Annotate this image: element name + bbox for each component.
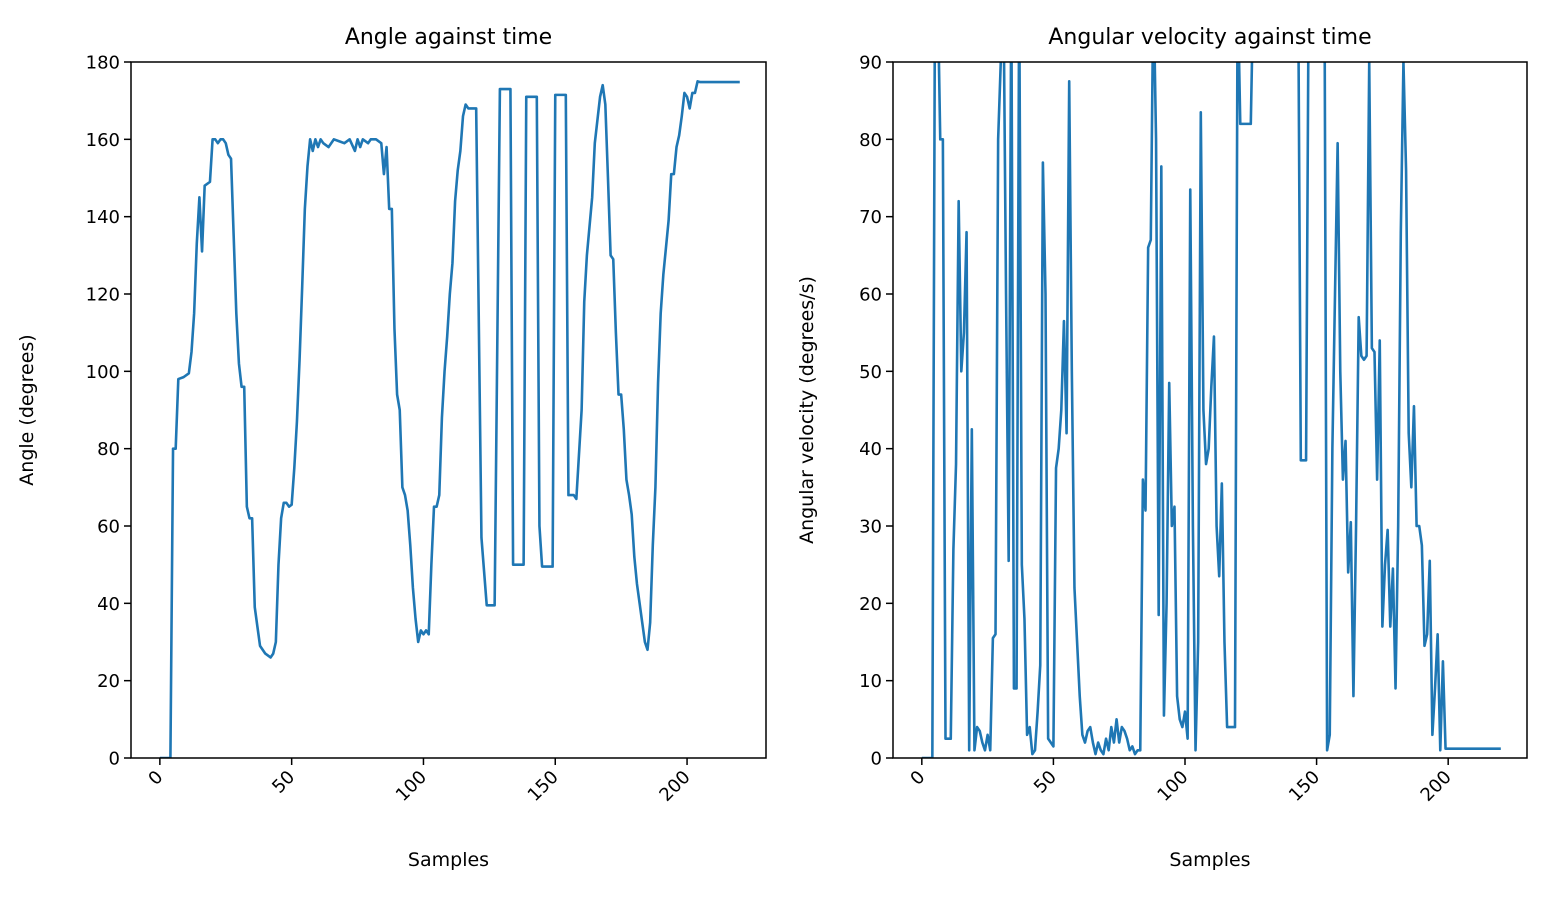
y-tick-label: 160 [86, 130, 120, 151]
x-tick-label: 100 [392, 767, 431, 806]
data-line [159, 80, 740, 758]
x-tick-label: 200 [655, 767, 694, 806]
chart-title: Angle against time [345, 25, 552, 50]
y-tick-label: 80 [859, 130, 882, 151]
axes-frame [130, 61, 767, 759]
y-tick-label: 20 [97, 671, 120, 692]
x-tick-label: 0 [906, 767, 929, 790]
x-tick-label: 100 [1153, 767, 1192, 806]
y-tick-label: 140 [86, 207, 120, 228]
y-tick-label: 40 [97, 594, 120, 615]
y-tick-label: 60 [859, 285, 882, 306]
y-tick-label: 60 [97, 517, 120, 538]
x-tick-label: 150 [1285, 767, 1324, 806]
y-tick-label: 10 [859, 671, 882, 692]
y-tick-label: 90 [859, 53, 882, 74]
chart-title: Angular velocity against time [1048, 25, 1371, 50]
y-tick-label: 180 [86, 53, 120, 74]
y-tick-label: 0 [871, 749, 882, 770]
y-tick-label: 40 [859, 439, 882, 460]
y-tick-label: 80 [97, 439, 120, 460]
y-tick-label: 100 [86, 362, 120, 383]
x-tick-label: 150 [524, 767, 563, 806]
data-line [921, 62, 1501, 758]
x-tick-label: 50 [268, 767, 299, 798]
axes-frame [892, 61, 1528, 759]
x-tick-label: 0 [144, 767, 167, 790]
y-tick-label: 30 [859, 517, 882, 538]
y-tick-label: 120 [86, 285, 120, 306]
x-tick-label: 200 [1417, 767, 1456, 806]
x-axis-label: Samples [1169, 849, 1250, 871]
x-tick-label: 50 [1030, 767, 1061, 798]
y-axis-label: Angle (degrees) [16, 334, 38, 485]
x-axis-label: Samples [408, 849, 489, 871]
y-tick-label: 20 [859, 594, 882, 615]
y-tick-label: 70 [859, 207, 882, 228]
y-tick-label: 0 [109, 749, 120, 770]
y-axis-label: Angular velocity (degrees/s) [796, 276, 818, 544]
y-tick-label: 50 [859, 362, 882, 383]
